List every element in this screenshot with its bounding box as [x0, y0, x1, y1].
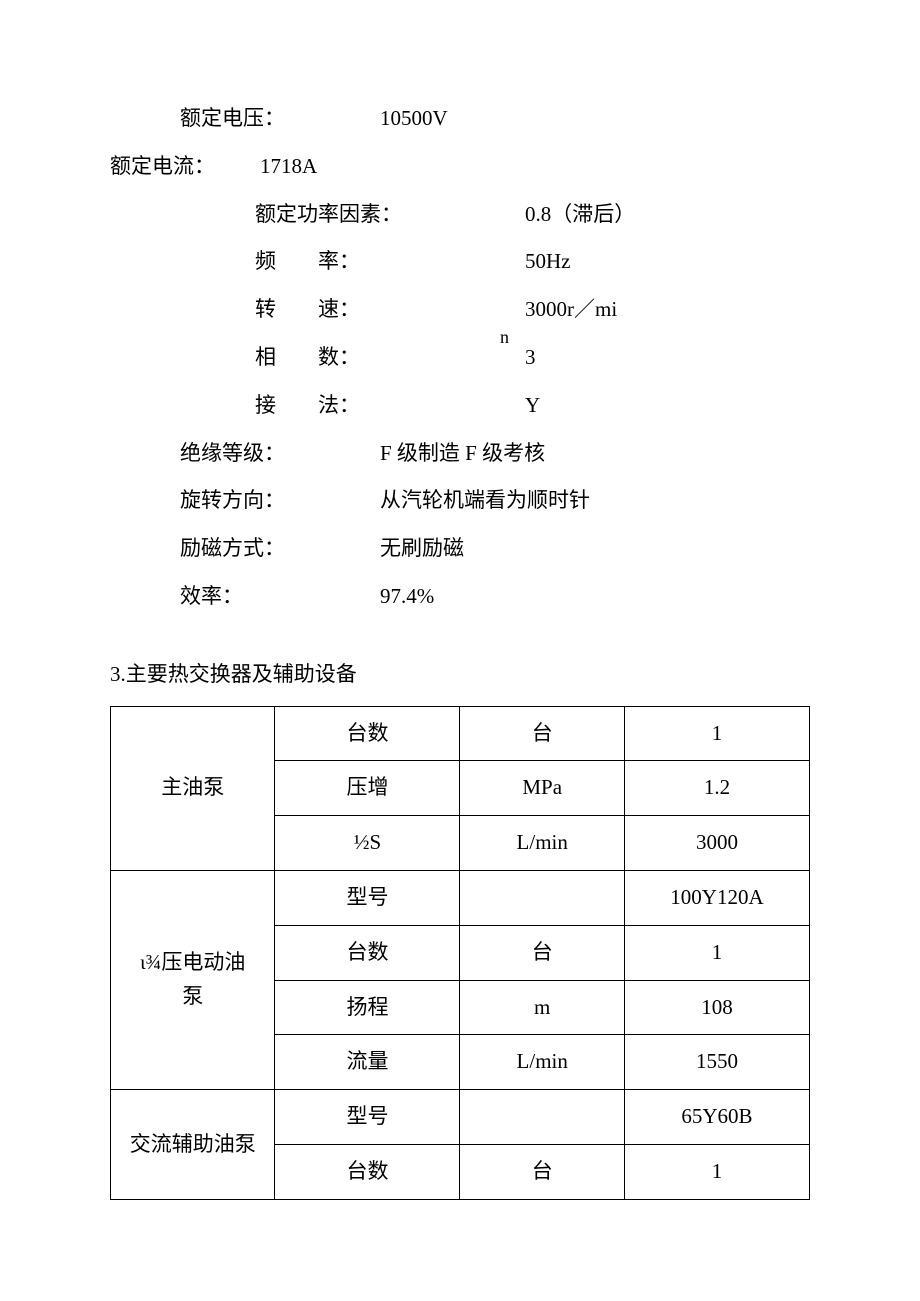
table-cell-val: 65Y60B — [624, 1090, 809, 1145]
spec-label: 额定电流： — [110, 148, 260, 186]
table-cell-group: ι¾压电动油 泵 — [111, 870, 275, 1089]
group-label-line2: 泵 — [121, 978, 264, 1016]
spec-value-extra: n — [500, 321, 509, 353]
table-cell-val: 1.2 — [624, 761, 809, 816]
spec-row-voltage: 额定电压： 10500V — [110, 100, 810, 138]
table-cell-param: 型号 — [275, 870, 460, 925]
spec-value: F 级制造 F 级考核 — [380, 435, 810, 473]
table-cell-group: 交流辅助油泵 — [111, 1090, 275, 1200]
table-cell-param: 台数 — [275, 1144, 460, 1199]
spec-row-power-factor: 额定功率因素： 0.8（滞后） — [110, 196, 810, 234]
spec-row-insulation: 绝缘等级： F 级制造 F 级考核 — [110, 435, 810, 473]
table-row: ι¾压电动油 泵 型号 100Y120A — [111, 870, 810, 925]
spec-label: 旋转方向： — [180, 482, 380, 520]
table-cell-val: 1550 — [624, 1035, 809, 1090]
spec-row-excitation: 励磁方式： 无刷励磁 — [110, 530, 810, 568]
group-label-line1: ι¾压电动油 — [121, 944, 264, 982]
spec-value: 无刷励磁 — [380, 530, 810, 568]
equipment-table: 主油泵 台数 台 1 压增 MPa 1.2 ½S L/min 3000 ι¾压电… — [110, 706, 810, 1200]
spec-value-main: 3000r／mi — [525, 297, 617, 321]
spec-label: 接 法： — [255, 387, 525, 425]
spec-label: 励磁方式： — [180, 530, 380, 568]
table-cell-val: 100Y120A — [624, 870, 809, 925]
table-cell-unit: 台 — [460, 925, 624, 980]
table-cell-val: 1 — [624, 925, 809, 980]
table-row: 主油泵 台数 台 1 — [111, 706, 810, 761]
table-cell-group: 主油泵 — [111, 706, 275, 870]
spec-label: 额定功率因素： — [255, 196, 525, 234]
spec-row-frequency: 频 率： 50Hz — [110, 243, 810, 281]
spec-label: 转 速： — [255, 291, 525, 329]
table-cell-param: 台数 — [275, 706, 460, 761]
spec-label: 相 数： — [255, 339, 525, 377]
table-cell-val: 3000 — [624, 816, 809, 871]
table-cell-param: 台数 — [275, 925, 460, 980]
spec-value: Y — [525, 387, 810, 425]
spec-row-current: 额定电流： 1718A — [110, 148, 810, 186]
spec-row-connection: 接 法： Y — [110, 387, 810, 425]
table-cell-val: 1 — [624, 1144, 809, 1199]
table-cell-unit: 台 — [460, 1144, 624, 1199]
table-cell-val: 108 — [624, 980, 809, 1035]
spec-label: 额定电压： — [180, 100, 380, 138]
spec-value: 1718A — [260, 148, 810, 186]
table-cell-unit: MPa — [460, 761, 624, 816]
table-row: 交流辅助油泵 型号 65Y60B — [111, 1090, 810, 1145]
spec-value: 97.4% — [380, 578, 810, 616]
table-cell-unit — [460, 870, 624, 925]
specification-list: 额定电压： 10500V 额定电流： 1718A 额定功率因素： 0.8（滞后）… — [110, 100, 810, 616]
spec-row-speed: 转 速： 3000r／mi n — [110, 291, 810, 329]
spec-value: 50Hz — [525, 243, 810, 281]
section-title: 3.主要热交换器及辅助设备 — [110, 656, 810, 694]
spec-label: 效率： — [180, 578, 380, 616]
spec-label: 绝缘等级： — [180, 435, 380, 473]
spec-value: 从汽轮机端看为顺时针 — [380, 482, 810, 520]
spec-value: 3000r／mi n — [525, 291, 810, 329]
table-cell-unit: m — [460, 980, 624, 1035]
table-cell-unit: L/min — [460, 816, 624, 871]
table-cell-param: 型号 — [275, 1090, 460, 1145]
table-cell-unit: L/min — [460, 1035, 624, 1090]
spec-row-efficiency: 效率： 97.4% — [110, 578, 810, 616]
spec-value: 0.8（滞后） — [525, 196, 810, 234]
table-cell-param: 压增 — [275, 761, 460, 816]
spec-value: 10500V — [380, 100, 810, 138]
spec-label: 频 率： — [255, 243, 525, 281]
table-cell-param: 流量 — [275, 1035, 460, 1090]
table-cell-unit — [460, 1090, 624, 1145]
table-cell-param: ½S — [275, 816, 460, 871]
table-cell-param: 扬程 — [275, 980, 460, 1035]
spec-row-rotation: 旋转方向： 从汽轮机端看为顺时针 — [110, 482, 810, 520]
spec-row-phase: 相 数： 3 — [110, 339, 810, 377]
table-cell-unit: 台 — [460, 706, 624, 761]
table-cell-val: 1 — [624, 706, 809, 761]
spec-value: 3 — [525, 339, 810, 377]
